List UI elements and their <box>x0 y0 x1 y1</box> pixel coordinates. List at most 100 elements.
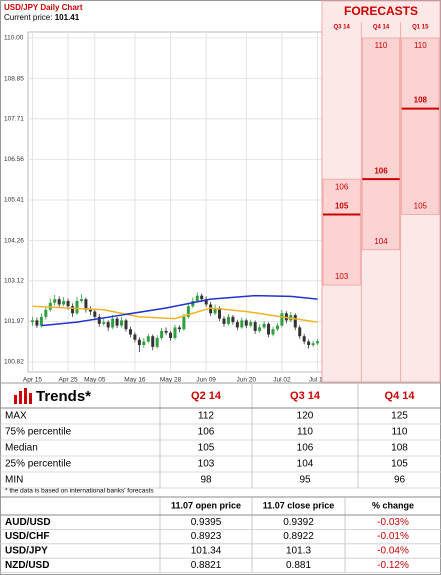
candle-body <box>191 300 195 307</box>
table-cell: 105 <box>198 443 215 454</box>
candle-body <box>133 334 137 340</box>
row-label: NZD/USD <box>5 560 49 571</box>
x-tick-label: Jul 02 <box>273 377 291 384</box>
candle-body <box>302 336 306 342</box>
table-cell: 110 <box>392 427 408 438</box>
table-cell: -0.03% <box>377 517 409 528</box>
forecast-column-label: Q1 15 <box>412 25 429 31</box>
candle-body <box>271 329 275 335</box>
candle-body <box>293 315 297 328</box>
candle-body <box>253 322 257 331</box>
table-cell: 106 <box>198 427 215 438</box>
candle-body <box>267 323 271 335</box>
y-tick-label: 104.26 <box>4 237 24 244</box>
table-header: Q3 14 <box>290 390 321 402</box>
y-tick-label: 110.00 <box>4 35 24 42</box>
forecast-p25-label: 105 <box>414 202 428 211</box>
candle-body <box>258 327 262 331</box>
current-price: Current price: 101.41 <box>4 13 80 22</box>
candle-body <box>115 318 119 326</box>
candle-body <box>62 300 66 305</box>
table-cell: -0.04% <box>377 546 409 557</box>
candle-body <box>307 341 311 346</box>
candle-body <box>146 336 150 342</box>
x-tick-label: Jul 14 <box>309 377 327 384</box>
table-cell: 0.8923 <box>191 531 222 542</box>
table-cell: 96 <box>394 475 406 486</box>
y-tick-label: 103.12 <box>4 278 24 285</box>
table-cell: 0.8922 <box>283 531 314 542</box>
candle-body <box>137 339 141 346</box>
candle-body <box>97 316 101 324</box>
forecast-range <box>401 37 440 215</box>
candle-body <box>209 304 213 314</box>
table-cell: 0.8821 <box>191 560 222 571</box>
candle-body <box>204 299 208 305</box>
candle-body <box>75 300 79 314</box>
candle-body <box>111 318 115 328</box>
candle-body <box>79 299 83 301</box>
table-cell: -0.12% <box>377 560 409 571</box>
table-cell: 108 <box>391 443 408 454</box>
candle-body <box>316 341 320 344</box>
candle-body <box>128 329 132 335</box>
table-cell: 105 <box>391 459 408 470</box>
candle-body <box>102 322 106 324</box>
x-tick-label: Jun 20 <box>237 377 257 384</box>
row-label: AUD/USD <box>5 517 51 528</box>
candle-body <box>275 325 279 330</box>
row-label: MIN <box>5 475 23 486</box>
forecast-range <box>361 37 401 251</box>
table-cell: 104 <box>297 459 314 470</box>
forecast-column-label: Q3 14 <box>333 25 350 31</box>
forecast-median-label: 106 <box>374 166 388 175</box>
candle-body <box>124 320 128 330</box>
x-tick-label: Apr 15 <box>23 377 43 384</box>
candle-body <box>48 302 52 310</box>
table-header: Q4 14 <box>385 390 416 402</box>
candle-body <box>226 316 230 324</box>
candle-body <box>182 316 186 330</box>
row-label: 25% percentile <box>5 459 72 470</box>
candle-body <box>93 311 97 317</box>
candle-body <box>280 313 284 326</box>
x-tick-label: May 16 <box>124 377 146 384</box>
y-tick-label: 108.85 <box>4 75 24 82</box>
candle-body <box>169 332 173 338</box>
candle-body <box>151 336 155 347</box>
row-label: 75% percentile <box>5 427 72 438</box>
candle-body <box>218 308 222 319</box>
y-tick-label: 107.71 <box>4 116 24 123</box>
table-cell: -0.01% <box>377 531 409 542</box>
candle-body <box>44 309 48 317</box>
candle-body <box>186 306 190 317</box>
candle-body <box>231 316 235 323</box>
forecast-median-label: 105 <box>335 202 349 211</box>
current-price-label: Current price: <box>4 13 52 22</box>
candle-body <box>66 300 70 307</box>
current-price-value: 101.41 <box>55 13 80 22</box>
x-tick-label: May 28 <box>160 377 182 384</box>
candle-body <box>53 299 57 303</box>
trends-note: * the data is based on international ban… <box>5 488 154 495</box>
table-cell: 120 <box>297 411 314 422</box>
forecast-title: FORECASTS <box>344 4 418 18</box>
forecast-p25-label: 104 <box>374 237 388 246</box>
table-cell: 103 <box>198 459 215 470</box>
table-cell: 110 <box>297 427 313 438</box>
candle-body <box>164 330 168 333</box>
candle-body <box>88 309 92 312</box>
forecast-p75-label: 106 <box>335 182 349 191</box>
forecast-p75-label: 110 <box>414 41 427 50</box>
candle-body <box>298 327 302 337</box>
table-header: 11.07 open price <box>171 500 241 510</box>
candle-body <box>311 343 315 346</box>
table-header: 11.07 close price <box>263 500 335 510</box>
forecast-p25-label: 103 <box>335 272 349 281</box>
candle-body <box>240 320 244 328</box>
table-cell: 101.34 <box>191 546 222 557</box>
moving-average-line <box>41 294 318 327</box>
y-tick-label: 106.56 <box>4 156 24 163</box>
candle-body <box>160 330 164 338</box>
candle-body <box>213 308 217 314</box>
